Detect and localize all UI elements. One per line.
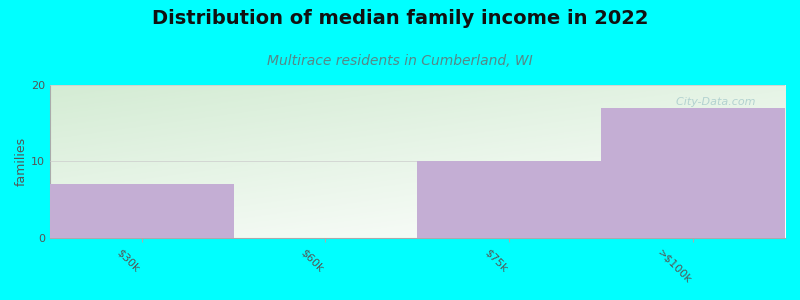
Bar <box>418 161 601 238</box>
Bar <box>50 184 234 238</box>
Text: Multirace residents in Cumberland, WI: Multirace residents in Cumberland, WI <box>267 54 533 68</box>
Text: Distribution of median family income in 2022: Distribution of median family income in … <box>152 9 648 28</box>
Y-axis label: families: families <box>15 137 28 186</box>
Text: City-Data.com: City-Data.com <box>669 97 755 107</box>
Bar <box>601 108 785 238</box>
